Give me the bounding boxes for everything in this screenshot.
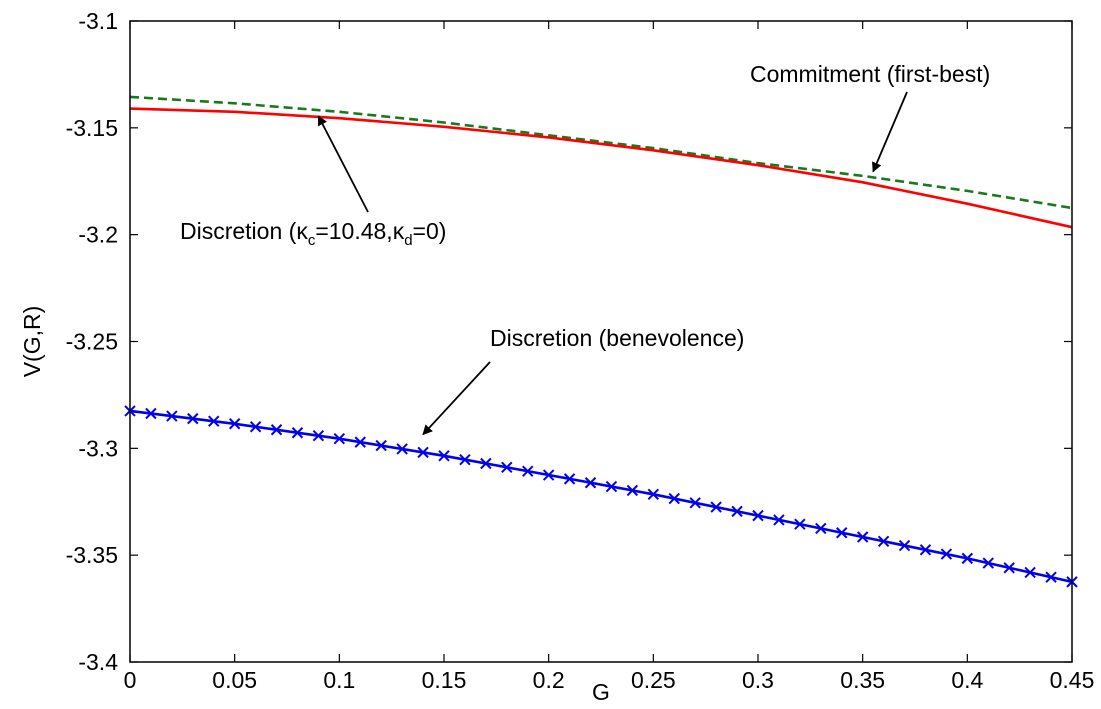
- annotation-discretion-kappa-mid: =10.48,: [315, 218, 392, 244]
- y-tick-label: -3.2: [78, 222, 118, 248]
- x-marker: [1024, 566, 1036, 579]
- x-tick-label: 0.45: [1050, 667, 1095, 693]
- y-tick-label: -3.25: [66, 329, 118, 355]
- annotation-commitment: Commitment (first-best): [750, 61, 990, 87]
- x-marker: [919, 544, 932, 556]
- x-marker: [501, 461, 513, 474]
- x-marker: [731, 505, 743, 518]
- annotation-discretion-kappa-main: Discretion (: [180, 218, 297, 244]
- x-tick-label: 0.25: [631, 667, 676, 693]
- x-marker: [228, 418, 241, 430]
- x-marker: [312, 430, 325, 442]
- x-marker: [208, 415, 220, 427]
- kappa-symbol-1: κ: [296, 218, 308, 244]
- x-tick-label: 0.3: [742, 667, 774, 693]
- marker-layer: [124, 405, 1078, 588]
- series-commitment-line: [129, 95, 1073, 210]
- x-marker: [1003, 562, 1015, 574]
- x-marker: [542, 469, 555, 481]
- x-marker: [459, 453, 471, 466]
- x-marker: [647, 488, 660, 500]
- y-tick-label: -3.35: [66, 542, 118, 568]
- kappa-subscript-d: d: [404, 232, 412, 249]
- x-marker: [961, 552, 974, 565]
- x-tick-label: 0: [124, 667, 137, 693]
- x-marker: [794, 518, 806, 530]
- y-tick-label: -3.15: [66, 115, 118, 141]
- x-marker: [145, 407, 157, 420]
- annotation-arrow-benevolence: [422, 361, 491, 436]
- x-marker: [417, 446, 429, 459]
- x-marker: [710, 501, 722, 513]
- annotation-benevolence: Discretion (benevolence): [490, 325, 744, 351]
- x-tick-label: 0.4: [951, 667, 983, 693]
- y-axis-ticks: -3.1 -3.15 -3.2 -3.25 -3.3 -3.35 -3.4: [66, 8, 1072, 675]
- annotation-discretion-kappa-end: =0): [413, 218, 447, 244]
- annotation-discretion-kappa: Discretion (κc=10.48,κd=0): [180, 218, 446, 249]
- x-tick-label: 0.35: [840, 667, 885, 693]
- kappa-subscript-c: c: [308, 232, 316, 249]
- x-marker: [480, 457, 492, 470]
- x-marker: [1045, 571, 1057, 583]
- x-marker: [522, 465, 534, 477]
- annotation-layer: Commitment (first-best) Discretion (κc=1…: [180, 61, 990, 436]
- x-marker: [752, 509, 764, 522]
- series-discretion-kappa-line: [129, 107, 1073, 229]
- x-marker: [438, 450, 450, 462]
- x-marker: [626, 484, 639, 497]
- x-marker: [605, 480, 618, 493]
- x-marker: [773, 514, 785, 526]
- x-marker: [187, 412, 199, 425]
- x-marker: [940, 548, 953, 560]
- x-marker: [584, 477, 597, 489]
- y-axis-label: V(G,R): [19, 306, 45, 378]
- x-marker: [836, 527, 848, 539]
- x-marker: [396, 443, 408, 455]
- x-marker: [375, 439, 387, 452]
- x-marker: [354, 436, 366, 448]
- x-marker: [668, 492, 680, 505]
- x-marker: [166, 410, 178, 422]
- series-discretion-benevolence-line: [129, 409, 1073, 584]
- x-marker: [815, 522, 827, 535]
- kappa-symbol-2: κ: [393, 218, 405, 244]
- x-marker: [877, 535, 890, 547]
- series-layer: [129, 95, 1073, 584]
- x-tick-label: 0.15: [422, 667, 467, 693]
- x-marker: [898, 539, 911, 552]
- annotation-arrow-discretion-kappa: [317, 115, 369, 213]
- x-tick-label: 0.05: [212, 667, 257, 693]
- x-marker: [291, 427, 304, 439]
- y-tick-label: -3.1: [78, 8, 118, 34]
- x-axis-ticks: 0 0.05 0.1 0.15 0.2 0.25 0.3 0.35 0.4 0.45: [124, 21, 1095, 693]
- x-marker: [563, 473, 576, 485]
- y-tick-label: -3.3: [78, 435, 118, 461]
- x-marker: [856, 531, 869, 543]
- x-marker: [982, 557, 994, 569]
- x-marker: [249, 421, 262, 433]
- x-axis-label: G: [592, 679, 610, 705]
- y-tick-label: -3.4: [78, 649, 118, 675]
- x-marker: [689, 497, 701, 509]
- annotation-arrow-commitment: [872, 91, 908, 173]
- x-marker: [270, 424, 283, 436]
- x-marker: [333, 433, 346, 445]
- x-tick-label: 0.2: [533, 667, 565, 693]
- x-tick-label: 0.1: [323, 667, 355, 693]
